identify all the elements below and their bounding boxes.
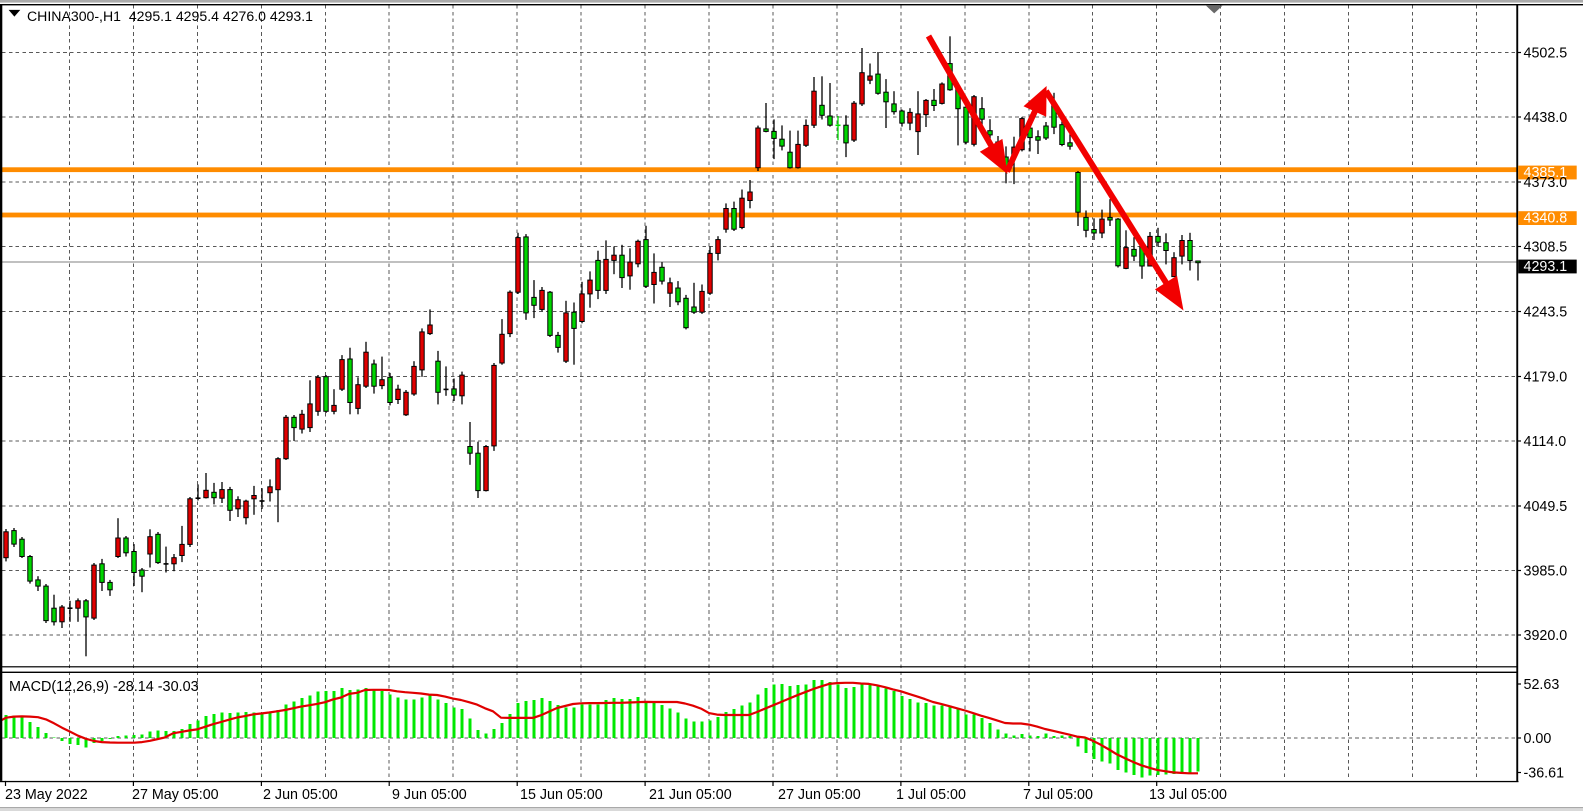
- svg-text:9 Jun 05:00: 9 Jun 05:00: [392, 787, 467, 803]
- svg-text:21 Jun 05:00: 21 Jun 05:00: [649, 787, 732, 803]
- svg-text:4049.5: 4049.5: [1524, 499, 1568, 515]
- svg-text:4243.5: 4243.5: [1524, 305, 1568, 321]
- svg-text:7 Jul 05:00: 7 Jul 05:00: [1023, 787, 1093, 803]
- svg-text:4308.5: 4308.5: [1524, 240, 1568, 256]
- svg-text:4114.0: 4114.0: [1524, 434, 1567, 450]
- svg-text:4385.1: 4385.1: [1524, 165, 1568, 181]
- svg-text:23 May 2022: 23 May 2022: [5, 787, 88, 803]
- svg-text:CHINA300-,H1 4295.1 4295.4 42: CHINA300-,H1 4295.1 4295.4 4276.0 4293.1: [27, 8, 313, 24]
- svg-text:-36.61: -36.61: [1524, 766, 1565, 782]
- svg-text:27 Jun 05:00: 27 Jun 05:00: [778, 787, 861, 803]
- svg-text:27 May 05:00: 27 May 05:00: [132, 787, 219, 803]
- svg-text:0.00: 0.00: [1524, 731, 1552, 747]
- svg-text:3985.0: 3985.0: [1524, 564, 1568, 580]
- svg-text:MACD(12,26,9) -28.14 -30.03: MACD(12,26,9) -28.14 -30.03: [9, 679, 199, 695]
- svg-text:4293.1: 4293.1: [1524, 259, 1568, 275]
- svg-text:4373.0: 4373.0: [1524, 175, 1568, 191]
- svg-text:4340.8: 4340.8: [1524, 211, 1568, 227]
- svg-text:52.63: 52.63: [1524, 677, 1560, 693]
- svg-text:15 Jun 05:00: 15 Jun 05:00: [520, 787, 603, 803]
- svg-text:1 Jul 05:00: 1 Jul 05:00: [896, 787, 966, 803]
- svg-text:2 Jun 05:00: 2 Jun 05:00: [263, 787, 338, 803]
- svg-text:4502.5: 4502.5: [1524, 46, 1568, 62]
- svg-text:3920.0: 3920.0: [1524, 628, 1568, 644]
- svg-text:13 Jul 05:00: 13 Jul 05:00: [1149, 787, 1227, 803]
- svg-text:4438.0: 4438.0: [1524, 110, 1568, 126]
- svg-text:4179.0: 4179.0: [1524, 370, 1568, 386]
